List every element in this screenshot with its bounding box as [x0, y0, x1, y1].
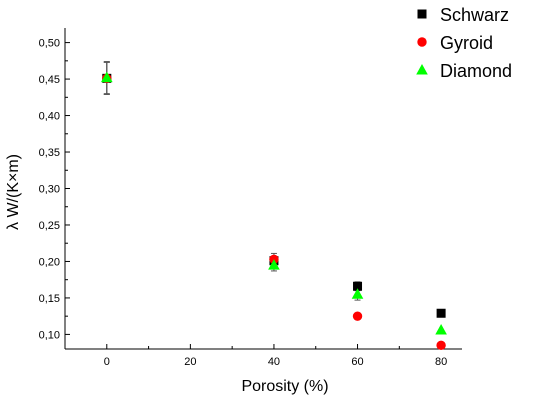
x-axis-title: Porosity (%) [241, 378, 328, 395]
y-tick-label: 0,20 [39, 256, 60, 268]
x-tick-label: 20 [184, 356, 196, 368]
diamond-point [351, 288, 364, 299]
y-axis-title: λ W/(K×m) [5, 154, 22, 230]
y-tick-label: 0,10 [39, 329, 60, 341]
x-tick-label: 80 [435, 356, 447, 368]
y-tick-label: 0,40 [39, 111, 60, 123]
diamond-point [268, 259, 280, 270]
x-tick-label: 60 [351, 356, 363, 368]
legend: Schwarz Gyroid Diamond [416, 5, 512, 81]
y-tick-label: 0,50 [39, 38, 60, 50]
x-ticks: 0 20 40 60 80 [64, 344, 447, 368]
y-ticks: 0,10 0,15 0,20 0,25 0,30 0,35 0,40 0,45 0,50 [39, 38, 70, 341]
gyroid-point [352, 311, 363, 321]
schwarz-point [436, 308, 446, 318]
y-tick-label: 0,45 [39, 74, 60, 86]
diamond-point [435, 324, 447, 335]
y-tick-label: 0,15 [39, 293, 60, 305]
y-tick-label: 0,30 [39, 184, 60, 196]
legend-gyroid-marker [417, 37, 427, 47]
schwarz-point [353, 281, 363, 291]
legend-schwarz-label: Schwarz [440, 5, 509, 25]
diamond-point [100, 71, 113, 83]
plot-axes [64, 28, 462, 350]
gyroid-point [436, 340, 446, 351]
x-tick-label: 40 [268, 356, 280, 368]
legend-diamond-label: Diamond [440, 61, 512, 81]
legend-schwarz-marker [417, 9, 427, 19]
y-tick-label: 0,35 [39, 147, 60, 159]
error-bars [103, 61, 361, 301]
legend-gyroid-label: Gyroid [440, 33, 493, 53]
x-tick-label: 0 [104, 356, 110, 368]
data-points [100, 71, 447, 351]
legend-diamond-marker [416, 64, 428, 75]
y-tick-label: 0,25 [39, 220, 60, 232]
